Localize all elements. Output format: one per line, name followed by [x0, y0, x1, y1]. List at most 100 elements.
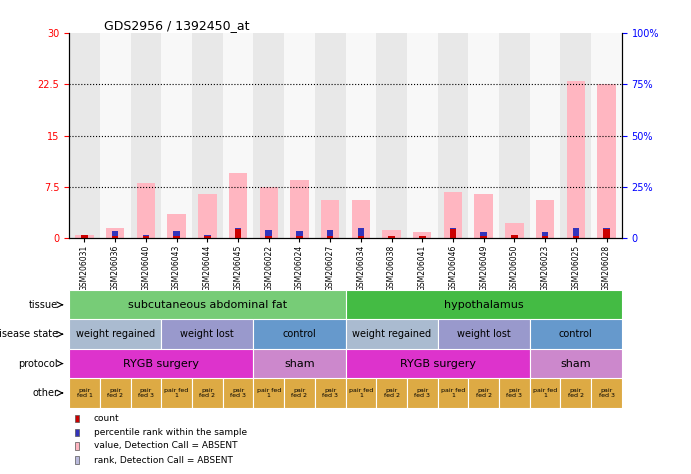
Bar [106, 228, 124, 238]
Bar [167, 214, 186, 238]
Bar [560, 33, 591, 238]
Text: pair fed
1: pair fed 1 [349, 388, 373, 398]
Bar [82, 236, 88, 238]
Bar [437, 33, 468, 238]
Bar [530, 33, 560, 238]
Bar [591, 33, 622, 238]
Bar [437, 319, 530, 349]
Bar [82, 236, 88, 238]
Text: pair
fed 3: pair fed 3 [415, 388, 430, 398]
Bar [358, 228, 364, 238]
Bar [542, 232, 549, 238]
Text: GDS2956 / 1392450_at: GDS2956 / 1392450_at [104, 19, 249, 32]
Text: pair
fed 2: pair fed 2 [292, 388, 307, 398]
Bar [229, 173, 247, 238]
Bar [419, 236, 426, 238]
Text: control: control [559, 329, 593, 339]
Bar [346, 33, 376, 238]
Bar [69, 378, 100, 408]
Bar [315, 378, 346, 408]
Bar [69, 290, 346, 319]
Bar [75, 456, 79, 464]
Bar [290, 180, 309, 238]
Bar [100, 33, 131, 238]
Bar [419, 236, 426, 238]
Bar [407, 378, 437, 408]
Text: weight lost: weight lost [180, 329, 234, 339]
Bar [223, 33, 254, 238]
Bar [254, 378, 284, 408]
Bar [444, 191, 462, 238]
Bar [260, 187, 278, 238]
Bar [567, 81, 585, 238]
Bar [346, 319, 437, 349]
Bar [161, 378, 192, 408]
Bar [265, 230, 272, 238]
Bar [573, 236, 579, 238]
Bar [591, 378, 622, 408]
Text: protocol: protocol [19, 358, 58, 369]
Bar [475, 193, 493, 238]
Text: pair
fed 3: pair fed 3 [230, 388, 246, 398]
Bar [468, 33, 499, 238]
Bar [511, 235, 518, 238]
Bar [573, 228, 579, 238]
Text: RYGB surgery: RYGB surgery [123, 358, 199, 369]
Bar [235, 228, 241, 238]
Text: percentile rank within the sample: percentile rank within the sample [94, 428, 247, 437]
Bar [407, 33, 437, 238]
Text: weight regained: weight regained [75, 329, 155, 339]
Bar [204, 236, 211, 238]
Bar [284, 378, 315, 408]
Text: weight lost: weight lost [457, 329, 511, 339]
Text: sham: sham [560, 358, 591, 369]
Text: pair
fed 2: pair fed 2 [199, 388, 216, 398]
Bar [198, 193, 216, 238]
Text: tissue: tissue [29, 300, 58, 310]
Bar [536, 201, 554, 238]
Bar [161, 319, 254, 349]
Text: pair fed
1: pair fed 1 [441, 388, 465, 398]
Bar [142, 235, 149, 238]
Bar [560, 378, 591, 408]
Text: weight regained: weight regained [352, 329, 431, 339]
Bar [284, 33, 315, 238]
Bar [573, 228, 579, 238]
Bar [204, 235, 211, 238]
Bar [603, 228, 609, 238]
Bar [131, 378, 161, 408]
Bar [131, 33, 161, 238]
Bar [112, 231, 118, 238]
Bar [505, 223, 524, 238]
Bar [419, 236, 426, 238]
Bar [137, 183, 155, 238]
Text: value, Detection Call = ABSENT: value, Detection Call = ABSENT [94, 441, 238, 450]
Bar [352, 201, 370, 238]
Bar [542, 232, 549, 238]
Text: subcutaneous abdominal fat: subcutaneous abdominal fat [128, 300, 287, 310]
Bar [499, 33, 530, 238]
Bar [346, 349, 530, 378]
Bar [327, 230, 333, 238]
Bar [388, 236, 395, 238]
Bar [69, 319, 161, 349]
Text: pair
fed 2: pair fed 2 [107, 388, 123, 398]
Text: hypothalamus: hypothalamus [444, 300, 524, 310]
Bar [161, 33, 192, 238]
Text: pair fed
1: pair fed 1 [164, 388, 189, 398]
Bar [315, 33, 346, 238]
Bar [173, 236, 180, 238]
Bar [388, 236, 395, 238]
Bar [223, 378, 254, 408]
Bar [450, 228, 456, 238]
Bar [75, 428, 79, 436]
Bar [346, 290, 622, 319]
Bar [346, 378, 376, 408]
Text: pair fed
1: pair fed 1 [256, 388, 281, 398]
Bar [254, 349, 346, 378]
Bar [75, 415, 79, 422]
Bar [204, 235, 211, 238]
Bar [376, 378, 407, 408]
Text: pair
fed 3: pair fed 3 [138, 388, 154, 398]
Bar [468, 378, 499, 408]
